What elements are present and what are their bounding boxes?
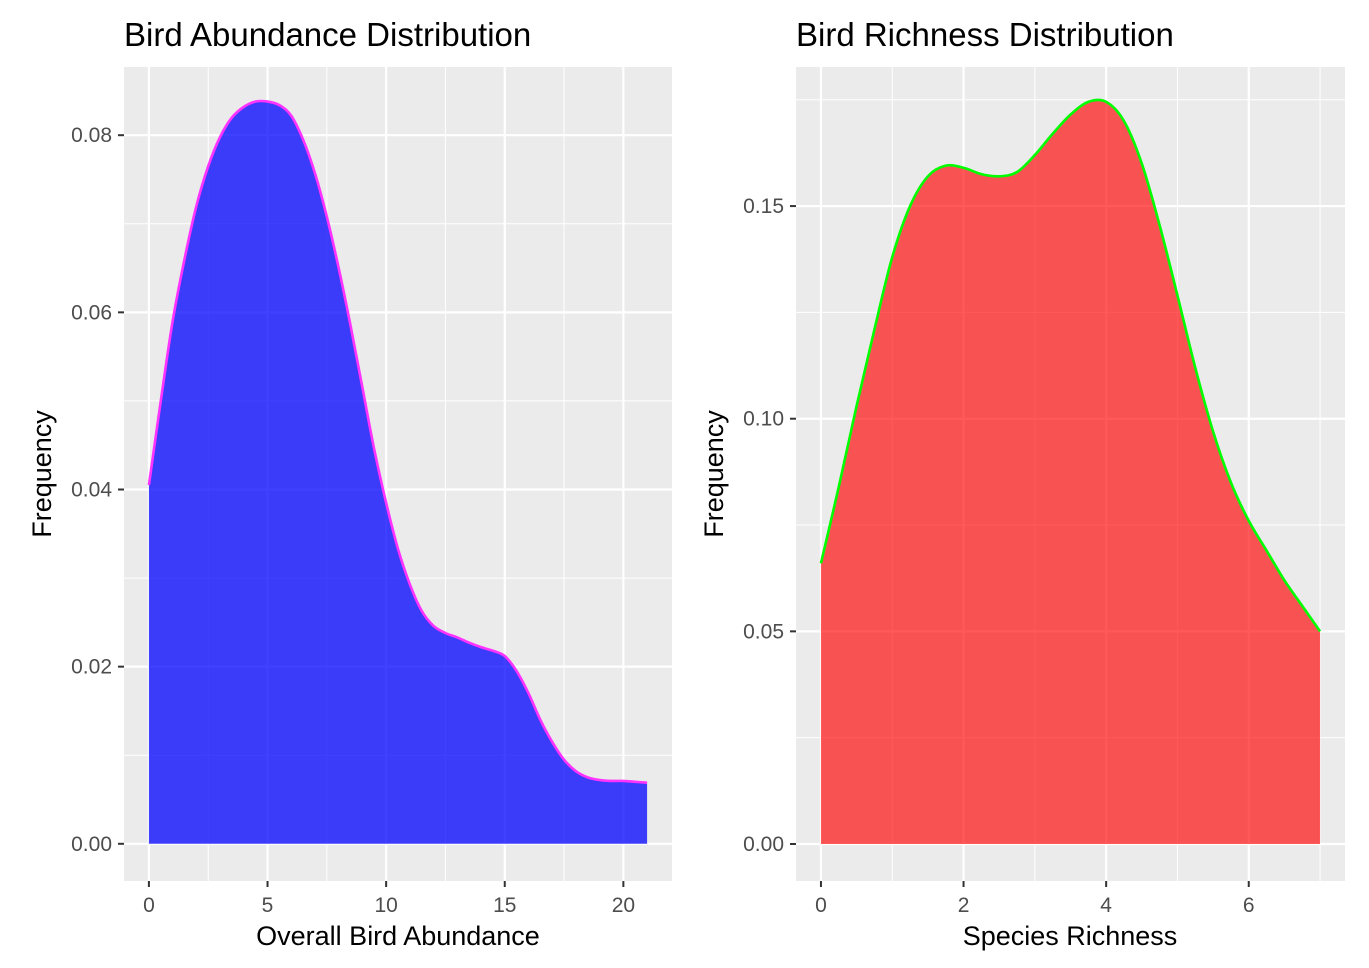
richness-chart-title: Bird Richness Distribution [796, 16, 1174, 53]
abundance-chart-title: Bird Abundance Distribution [124, 16, 531, 53]
density-fill [820, 99, 1321, 844]
x-tick-label: 5 [262, 894, 274, 917]
y-tick-label: 0.02 [71, 656, 112, 679]
density-fill [148, 100, 648, 844]
abundance-x-axis-title: Overall Bird Abundance [256, 921, 540, 951]
density-line [819, 98, 1322, 633]
x-tick-label: 2 [958, 894, 970, 917]
y-tick-label: 0.00 [743, 833, 784, 856]
abundance-y-axis: 0.00 0.02 0.04 0.06 0.08 [71, 124, 124, 856]
richness-x-axis-title: Species Richness [963, 921, 1178, 951]
y-tick-label: 0.04 [71, 479, 112, 502]
y-tick-label: 0.00 [71, 833, 112, 856]
x-tick-label: 10 [374, 894, 397, 917]
abundance-chart: Bird Abundance Distribution 0 5 10 15 20 0.0… [27, 16, 672, 951]
richness-chart: Bird Richness Distribution 0 2 4 6 0.00 0.05… [699, 16, 1345, 951]
x-tick-label: 0 [815, 894, 827, 917]
x-tick-label: 4 [1100, 894, 1112, 917]
x-tick-label: 15 [493, 894, 516, 917]
richness-y-axis: 0.00 0.05 0.10 0.15 [743, 195, 796, 856]
y-tick-label: 0.05 [743, 620, 784, 643]
richness-y-axis-title: Frequency [699, 410, 729, 538]
y-tick-label: 0.10 [743, 408, 784, 431]
x-tick-label: 20 [612, 894, 635, 917]
density-line [147, 99, 648, 784]
x-tick-label: 0 [143, 894, 155, 917]
abundance-density-area [147, 99, 648, 844]
abundance-y-axis-title: Frequency [27, 410, 57, 538]
y-tick-label: 0.06 [71, 301, 112, 324]
richness-x-axis: 0 2 4 6 [815, 881, 1255, 917]
x-tick-label: 6 [1243, 894, 1255, 917]
y-tick-label: 0.15 [743, 195, 784, 218]
abundance-x-axis: 0 5 10 15 20 [143, 881, 635, 917]
y-tick-label: 0.08 [71, 124, 112, 147]
richness-density-area [819, 98, 1322, 844]
